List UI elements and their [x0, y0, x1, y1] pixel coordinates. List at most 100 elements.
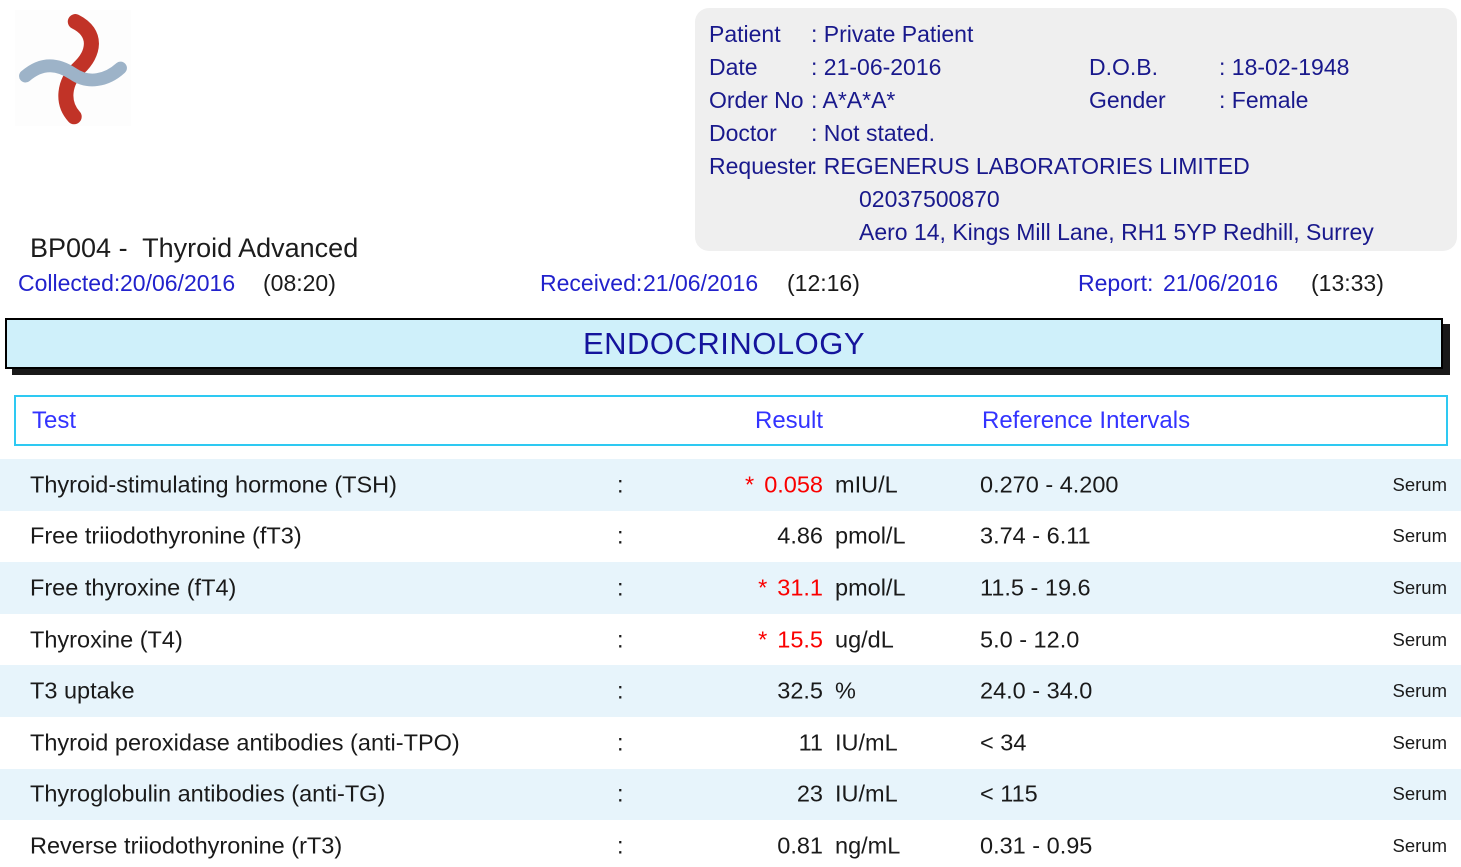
column-header-reference-intervals: Reference Intervals: [982, 406, 1191, 434]
test-name: Free thyroxine (fT4): [30, 574, 237, 601]
dob-label: D.O.B.: [1089, 54, 1159, 80]
test-name: Thyroid peroxidase antibodies (anti-TPO): [30, 729, 460, 756]
order-no-value: : A*A*A*: [811, 87, 896, 113]
colon-separator: :: [617, 626, 624, 653]
result-value: 4.86: [640, 523, 823, 550]
colon-separator: :: [617, 522, 624, 549]
sample-type: Serum: [1392, 473, 1448, 495]
sample-type: Serum: [1392, 783, 1448, 805]
reference-interval: 0.270 - 4.200: [980, 471, 1119, 498]
logo-blue-swirl: [19, 59, 127, 87]
date-label: Date: [709, 54, 758, 80]
sample-type: Serum: [1392, 525, 1448, 547]
result-unit: %: [835, 677, 856, 704]
result-unit: IU/mL: [835, 780, 898, 807]
collected-date: 20/06/2016: [120, 270, 236, 296]
reference-interval: 0.31 - 0.95: [980, 832, 1093, 859]
received-date: 21/06/2016: [643, 270, 759, 296]
abnormal-flag: *: [745, 471, 755, 498]
result-unit: ug/dL: [835, 626, 894, 653]
table-row: T3 uptake : 32.5 % 24.0 - 34.0 Serum: [0, 665, 1461, 717]
reference-interval: < 34: [980, 729, 1027, 756]
section-title: ENDOCRINOLOGY: [582, 325, 866, 361]
swirl-cross-logo-icon: [15, 10, 131, 126]
patient-info-box: Patient : Private Patient Date : 21-06-2…: [695, 8, 1457, 251]
patient-label: Patient: [709, 21, 781, 47]
results-table-body: Thyroid-stimulating hormone (TSH) : * 0.0…: [0, 459, 1461, 867]
test-name: T3 uptake: [30, 677, 135, 704]
colon-separator: :: [617, 780, 624, 807]
table-row: Free triiodothyronine (fT3) : 4.86 pmol/…: [0, 510, 1461, 563]
report-time: (13:33): [1311, 270, 1384, 296]
section-banner: ENDOCRINOLOGY: [5, 318, 1443, 369]
abnormal-flag: *: [758, 626, 768, 653]
colon-separator: :: [617, 729, 624, 756]
doctor-label: Doctor: [709, 120, 777, 146]
results-table-header: Test Result Reference Intervals: [14, 395, 1448, 446]
date-dob-row: Date : 21-06-2016 D.O.B. : 18-02-1948: [709, 51, 1457, 84]
patient-value: : Private Patient: [811, 21, 974, 47]
gender-label: Gender: [1089, 87, 1166, 113]
colon-separator: :: [617, 677, 624, 704]
collected-time: (08:20): [263, 270, 336, 296]
sample-type: Serum: [1392, 680, 1448, 702]
sample-type: Serum: [1392, 731, 1448, 753]
table-row: Thyroglobulin antibodies (anti-TG) : 23 …: [0, 768, 1461, 821]
table-row: Thyroid-stimulating hormone (TSH) : * 0.0…: [0, 459, 1461, 511]
order-no-label: Order No: [709, 87, 804, 113]
requester-label: Requester: [709, 153, 816, 179]
dob-value: : 18-02-1948: [1219, 54, 1350, 80]
colon-separator: :: [617, 574, 624, 601]
test-name: Thyroid-stimulating hormone (TSH): [30, 471, 397, 498]
test-name: Thyroxine (T4): [30, 626, 183, 653]
test-name: Free triiodothyronine (fT3): [30, 522, 302, 549]
result-value: * 0.058: [640, 471, 823, 498]
result-value: 11: [640, 729, 823, 756]
result-value: 0.81: [640, 832, 823, 859]
requester-phone: 02037500870: [859, 186, 1000, 212]
result-unit: mIU/L: [835, 471, 898, 498]
column-header-test: Test: [32, 406, 77, 434]
report-date: 21/06/2016: [1163, 270, 1279, 296]
result-number: 23: [796, 780, 823, 807]
reference-interval: 11.5 - 19.6: [980, 574, 1091, 601]
report-title-line1: BP004 - Thyroid Advanced: [30, 233, 359, 263]
logo-red-swirl: [58, 14, 99, 125]
sample-type: Serum: [1392, 628, 1448, 650]
doctor-value: : Not stated.: [811, 120, 936, 146]
result-number: 4.86: [777, 522, 823, 549]
table-row: Thyroid peroxidase antibodies (anti-TPO)…: [0, 716, 1461, 769]
colon-separator: :: [617, 471, 624, 498]
sample-type: Serum: [1392, 834, 1448, 856]
order-gender-row: Order No : A*A*A* Gender : Female: [709, 84, 1457, 117]
reference-interval: < 115: [980, 780, 1038, 807]
reference-interval: 3.74 - 6.11: [980, 522, 1091, 549]
test-name: Reverse triiodothyronine (rT3): [30, 832, 343, 859]
result-value: * 31.1: [640, 574, 823, 601]
column-header-result: Result: [755, 406, 824, 434]
requester-value: : REGENERUS LABORATORIES LIMITED: [811, 153, 1250, 179]
result-unit: ng/mL: [835, 832, 901, 859]
result-value: 23: [640, 781, 823, 808]
result-value: * 15.5: [640, 626, 823, 653]
result-number: 11: [798, 729, 823, 756]
test-name: Thyroglobulin antibodies (anti-TG): [30, 780, 386, 807]
report-label: Report:: [1078, 270, 1154, 296]
reference-interval: 24.0 - 34.0: [980, 677, 1093, 704]
received-label: Received:: [540, 270, 643, 296]
doctor-row: Doctor : Not stated.: [709, 117, 1457, 150]
result-unit: pmol/L: [835, 522, 906, 549]
requester-address: Aero 14, Kings Mill Lane, RH1 5YP Redhil…: [859, 219, 1374, 245]
colon-separator: :: [617, 832, 624, 859]
collected-label: Collected:: [18, 270, 121, 296]
result-unit: pmol/L: [835, 574, 906, 601]
table-row: Free thyroxine (fT4) : * 31.1 pmol/L 11.5…: [0, 562, 1461, 614]
abnormal-flag: *: [758, 574, 768, 601]
result-number: 0.058: [764, 471, 823, 498]
gender-value: : Female: [1219, 87, 1309, 113]
result-number: 0.81: [777, 832, 823, 859]
result-number: 31.1: [777, 574, 823, 601]
reference-interval: 5.0 - 12.0: [980, 626, 1080, 653]
result-number: 15.5: [777, 626, 823, 653]
